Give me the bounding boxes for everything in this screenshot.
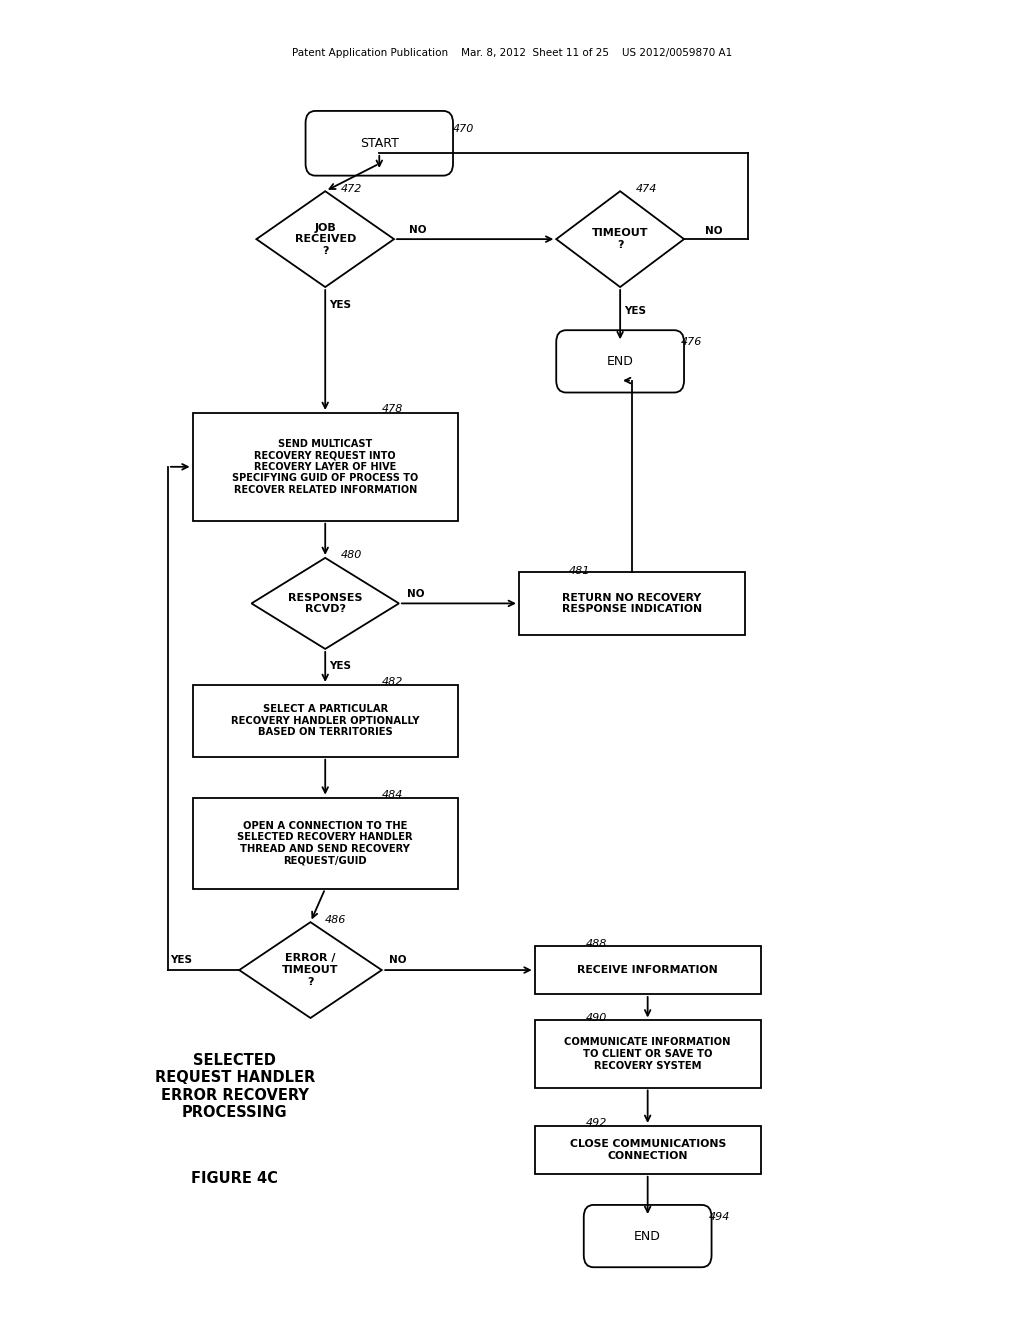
Text: 482: 482 xyxy=(382,677,403,688)
Text: 492: 492 xyxy=(586,1118,607,1129)
FancyBboxPatch shape xyxy=(556,330,684,392)
Text: COMMUNICATE INFORMATION
TO CLIENT OR SAVE TO
RECOVERY SYSTEM: COMMUNICATE INFORMATION TO CLIENT OR SAV… xyxy=(564,1038,731,1071)
Text: Patent Application Publication    Mar. 8, 2012  Sheet 11 of 25    US 2012/005987: Patent Application Publication Mar. 8, 2… xyxy=(292,48,732,58)
Polygon shape xyxy=(240,923,382,1018)
FancyBboxPatch shape xyxy=(305,111,453,176)
Polygon shape xyxy=(256,191,394,286)
Bar xyxy=(193,797,458,888)
Text: JOB
RECEIVED
?: JOB RECEIVED ? xyxy=(295,223,356,256)
Text: SELECTED
REQUEST HANDLER
ERROR RECOVERY
PROCESSING: SELECTED REQUEST HANDLER ERROR RECOVERY … xyxy=(155,1053,315,1119)
Text: TIMEOUT
?: TIMEOUT ? xyxy=(592,228,648,249)
Text: CLOSE COMMUNICATIONS
CONNECTION: CLOSE COMMUNICATIONS CONNECTION xyxy=(569,1139,726,1160)
Text: SELECT A PARTICULAR
RECOVERY HANDLER OPTIONALLY
BASED ON TERRITORIES: SELECT A PARTICULAR RECOVERY HANDLER OPT… xyxy=(231,705,420,738)
Bar xyxy=(519,573,745,635)
Bar xyxy=(535,1020,761,1088)
Bar xyxy=(193,413,458,520)
Text: 474: 474 xyxy=(636,183,657,194)
Text: NO: NO xyxy=(705,226,722,236)
Text: NO: NO xyxy=(407,589,424,599)
Text: NO: NO xyxy=(409,224,426,235)
Text: 490: 490 xyxy=(586,1012,607,1023)
Text: 494: 494 xyxy=(709,1212,730,1222)
Bar xyxy=(535,946,761,994)
Text: NO: NO xyxy=(389,956,407,965)
Text: YES: YES xyxy=(329,661,351,671)
Text: FIGURE 4C: FIGURE 4C xyxy=(191,1171,279,1187)
Polygon shape xyxy=(556,191,684,286)
Text: 480: 480 xyxy=(341,550,362,561)
Text: OPEN A CONNECTION TO THE
SELECTED RECOVERY HANDLER
THREAD AND SEND RECOVERY
REQU: OPEN A CONNECTION TO THE SELECTED RECOVE… xyxy=(238,821,413,866)
Text: YES: YES xyxy=(329,300,351,310)
Text: RETURN NO RECOVERY
RESPONSE INDICATION: RETURN NO RECOVERY RESPONSE INDICATION xyxy=(562,593,702,614)
Bar xyxy=(193,685,458,756)
Text: 476: 476 xyxy=(681,337,702,347)
Text: SEND MULTICAST
RECOVERY REQUEST INTO
RECOVERY LAYER OF HIVE
SPECIFYING GUID OF P: SEND MULTICAST RECOVERY REQUEST INTO REC… xyxy=(232,438,419,495)
Polygon shape xyxy=(252,558,399,649)
Text: END: END xyxy=(634,1230,662,1242)
Text: ERROR /
TIMEOUT
?: ERROR / TIMEOUT ? xyxy=(283,953,339,986)
Text: END: END xyxy=(606,355,634,368)
Text: RESPONSES
RCVD?: RESPONSES RCVD? xyxy=(288,593,362,614)
Bar xyxy=(535,1126,761,1173)
Text: 481: 481 xyxy=(569,566,591,576)
Text: 488: 488 xyxy=(586,939,607,949)
Text: RECEIVE INFORMATION: RECEIVE INFORMATION xyxy=(578,965,718,975)
Text: START: START xyxy=(359,137,398,149)
Text: 486: 486 xyxy=(326,915,346,925)
Text: 472: 472 xyxy=(341,183,362,194)
Text: 478: 478 xyxy=(382,404,403,414)
Text: 470: 470 xyxy=(453,124,474,133)
Text: YES: YES xyxy=(170,956,191,965)
Text: YES: YES xyxy=(624,306,646,315)
FancyBboxPatch shape xyxy=(584,1205,712,1267)
Text: 484: 484 xyxy=(382,791,403,800)
